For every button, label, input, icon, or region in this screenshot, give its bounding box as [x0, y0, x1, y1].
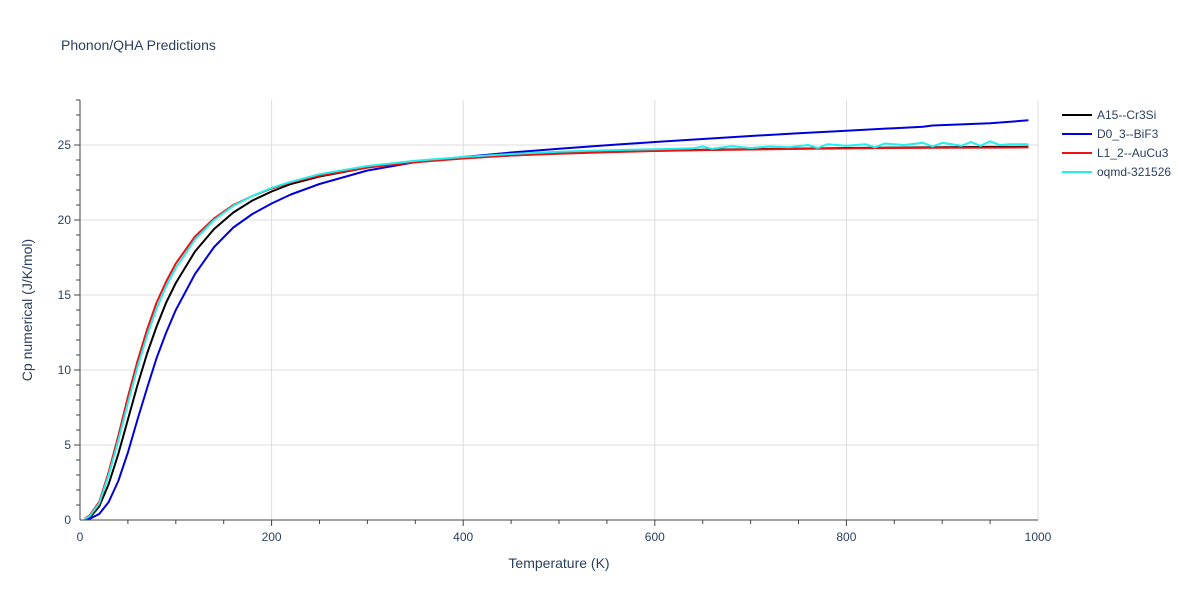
legend-label: oqmd-321526 [1097, 165, 1171, 179]
y-tick-label: 25 [58, 138, 72, 152]
axes: 0 200 400 600 800 1000 0 5 10 15 20 25 [58, 99, 1052, 544]
plot-area [84, 119, 1029, 521]
x-tick-label: 800 [836, 530, 856, 544]
series-line-3 [84, 140, 1029, 520]
series-line-0 [84, 145, 1029, 521]
y-tick-label: 5 [64, 438, 71, 452]
y-tick-label: 10 [58, 363, 72, 377]
chart-title: Phonon/QHA Predictions [61, 37, 216, 53]
y-tick-label: 20 [58, 213, 72, 227]
legend-label: L1_2--AuCu3 [1097, 146, 1169, 160]
x-tick-label: 600 [645, 530, 665, 544]
series-line-1 [84, 119, 1029, 521]
y-tick-label: 15 [58, 288, 72, 302]
x-tick-label: 1000 [1025, 530, 1052, 544]
y-tick-label: 0 [64, 513, 71, 527]
legend-label: D0_3--BiF3 [1097, 127, 1159, 141]
series-line-2 [84, 146, 1029, 520]
legend-label: A15--Cr3Si [1097, 108, 1156, 122]
grid [80, 100, 1039, 520]
x-axis-title: Temperature (K) [508, 555, 609, 571]
x-tick-label: 0 [77, 530, 84, 544]
x-tick-label: 400 [453, 530, 473, 544]
legend: A15--Cr3Si D0_3--BiF3 L1_2--AuCu3 oqmd-3215… [1062, 108, 1171, 179]
x-tick-label: 200 [262, 530, 282, 544]
y-axis-title: Cp numerical (J/K/mol) [19, 239, 35, 381]
